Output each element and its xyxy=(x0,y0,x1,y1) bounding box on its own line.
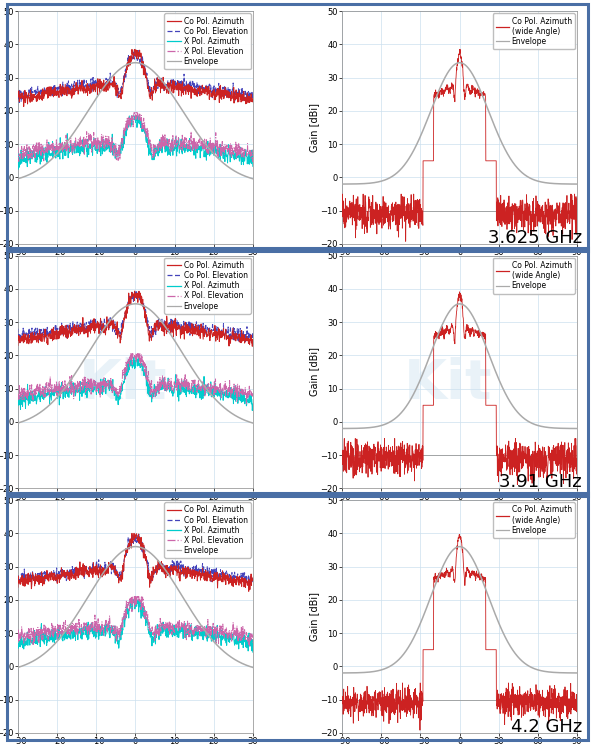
X-axis label: Angle [degree]: Angle [degree] xyxy=(423,258,496,269)
Legend: Co Pol. Azimuth, Co Pol. Elevation, X Pol. Azimuth, X Pol. Elevation, Envelope: Co Pol. Azimuth, Co Pol. Elevation, X Po… xyxy=(164,13,250,69)
Legend: Co Pol. Azimuth
(wide Angle), Envelope: Co Pol. Azimuth (wide Angle), Envelope xyxy=(493,502,575,538)
Legend: Co Pol. Azimuth, Co Pol. Elevation, X Pol. Azimuth, X Pol. Elevation, Envelope: Co Pol. Azimuth, Co Pol. Elevation, X Po… xyxy=(164,502,250,558)
Text: Kit: Kit xyxy=(403,356,492,411)
X-axis label: Angle [degree]: Angle [degree] xyxy=(99,258,172,269)
Legend: Co Pol. Azimuth
(wide Angle), Envelope: Co Pol. Azimuth (wide Angle), Envelope xyxy=(493,258,575,294)
X-axis label: Angle [degree]: Angle [degree] xyxy=(99,503,172,513)
Text: 3.625 GHz: 3.625 GHz xyxy=(488,229,582,247)
Text: 4.2 GHz: 4.2 GHz xyxy=(511,718,582,736)
Y-axis label: Gain [dBi]: Gain [dBi] xyxy=(309,592,319,641)
Text: Kit: Kit xyxy=(79,356,168,411)
X-axis label: Angle [degree]: Angle [degree] xyxy=(423,503,496,513)
Y-axis label: Gain [dBi]: Gain [dBi] xyxy=(309,103,319,152)
Text: 3.91 GHz: 3.91 GHz xyxy=(499,473,582,491)
Y-axis label: Gain [dBi]: Gain [dBi] xyxy=(309,347,319,397)
Legend: Co Pol. Azimuth, Co Pol. Elevation, X Pol. Azimuth, X Pol. Elevation, Envelope: Co Pol. Azimuth, Co Pol. Elevation, X Po… xyxy=(164,258,250,313)
Legend: Co Pol. Azimuth
(wide Angle), Envelope: Co Pol. Azimuth (wide Angle), Envelope xyxy=(493,13,575,49)
